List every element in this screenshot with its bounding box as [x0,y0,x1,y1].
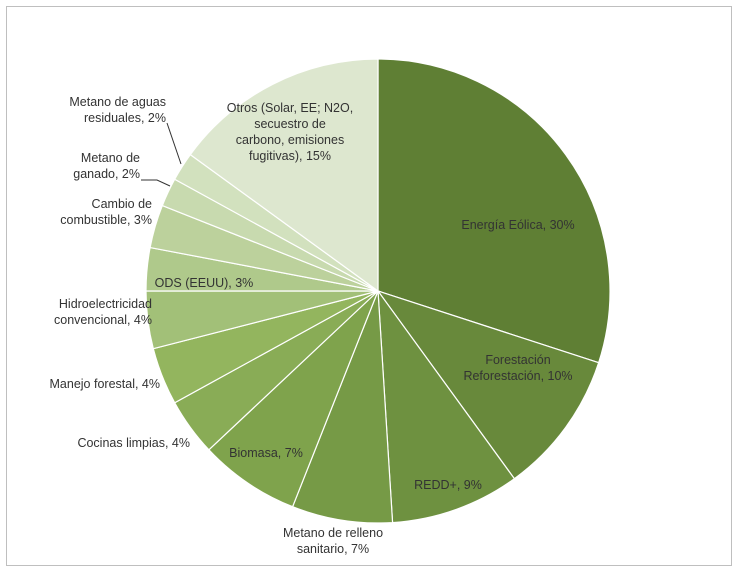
pie-slice-3 [377,288,516,524]
slice-label-2: Forestación Reforestación, 10% [463,353,572,383]
leader-line-12 [166,122,182,165]
pie-slice-2 [376,289,600,480]
slice-label-6: Cocinas limpias, 4% [77,436,190,450]
slice-label-11: Metano de ganado, 2% [73,151,140,181]
slice-label-8: Hidroelectricidad convencional, 4% [54,297,152,327]
pie-slice-5 [208,290,379,508]
pie-slices [145,58,611,524]
pie-slice-13 [189,58,379,293]
slice-label-12: Metano de aguas residuales, 2% [69,95,166,125]
slice-label-3: REDD+, 9% [414,478,482,492]
leader-lines [141,122,182,187]
slice-labels: Energía Eólica, 30% Forestación Reforestac… [50,95,575,556]
slice-label-13: Otros (Solar, EE; N2O, secuestro de carbon… [227,101,353,163]
slice-label-1: Energía Eólica, 30% [461,218,574,232]
leader-line-11 [141,179,171,187]
pie-slice-1 [377,58,611,364]
slice-label-9: ODS (EEUU), 3% [155,276,254,290]
slice-label-5: Biomasa, 7% [229,446,303,460]
slice-label-7: Manejo forestal, 4% [50,377,160,391]
slice-label-4: Metano de relleno sanitario, 7% [283,526,383,556]
slice-label-10: Cambio de combustible, 3% [60,197,152,227]
pie-slice-4 [291,290,394,524]
